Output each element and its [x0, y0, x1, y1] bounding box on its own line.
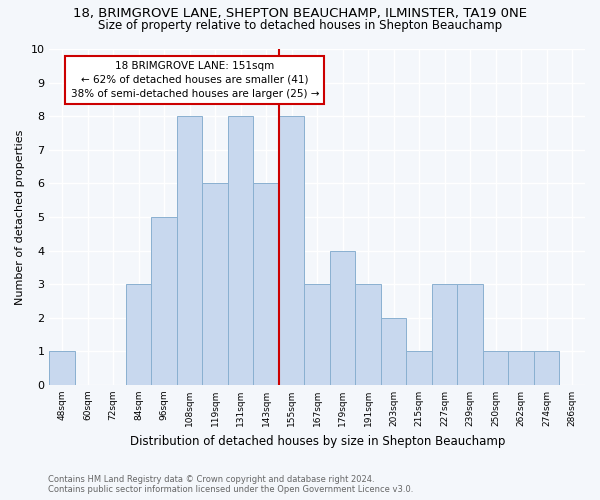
Bar [279, 116, 304, 385]
Bar [330, 250, 355, 385]
Bar [151, 217, 177, 385]
Bar [202, 184, 228, 385]
Y-axis label: Number of detached properties: Number of detached properties [15, 130, 25, 304]
Bar [381, 318, 406, 385]
Text: 18 BRIMGROVE LANE: 151sqm
← 62% of detached houses are smaller (41)
38% of semi-: 18 BRIMGROVE LANE: 151sqm ← 62% of detac… [71, 61, 319, 99]
Bar [253, 184, 279, 385]
Bar [177, 116, 202, 385]
Bar [49, 352, 75, 385]
Bar [406, 352, 432, 385]
Text: 18, BRIMGROVE LANE, SHEPTON BEAUCHAMP, ILMINSTER, TA19 0NE: 18, BRIMGROVE LANE, SHEPTON BEAUCHAMP, I… [73, 8, 527, 20]
Bar [304, 284, 330, 385]
Bar [508, 352, 534, 385]
X-axis label: Distribution of detached houses by size in Shepton Beauchamp: Distribution of detached houses by size … [130, 434, 505, 448]
Bar [355, 284, 381, 385]
Bar [483, 352, 508, 385]
Bar [432, 284, 457, 385]
Bar [457, 284, 483, 385]
Text: Size of property relative to detached houses in Shepton Beauchamp: Size of property relative to detached ho… [98, 18, 502, 32]
Bar [228, 116, 253, 385]
Bar [126, 284, 151, 385]
Bar [534, 352, 559, 385]
Text: Contains HM Land Registry data © Crown copyright and database right 2024.
Contai: Contains HM Land Registry data © Crown c… [48, 474, 413, 494]
